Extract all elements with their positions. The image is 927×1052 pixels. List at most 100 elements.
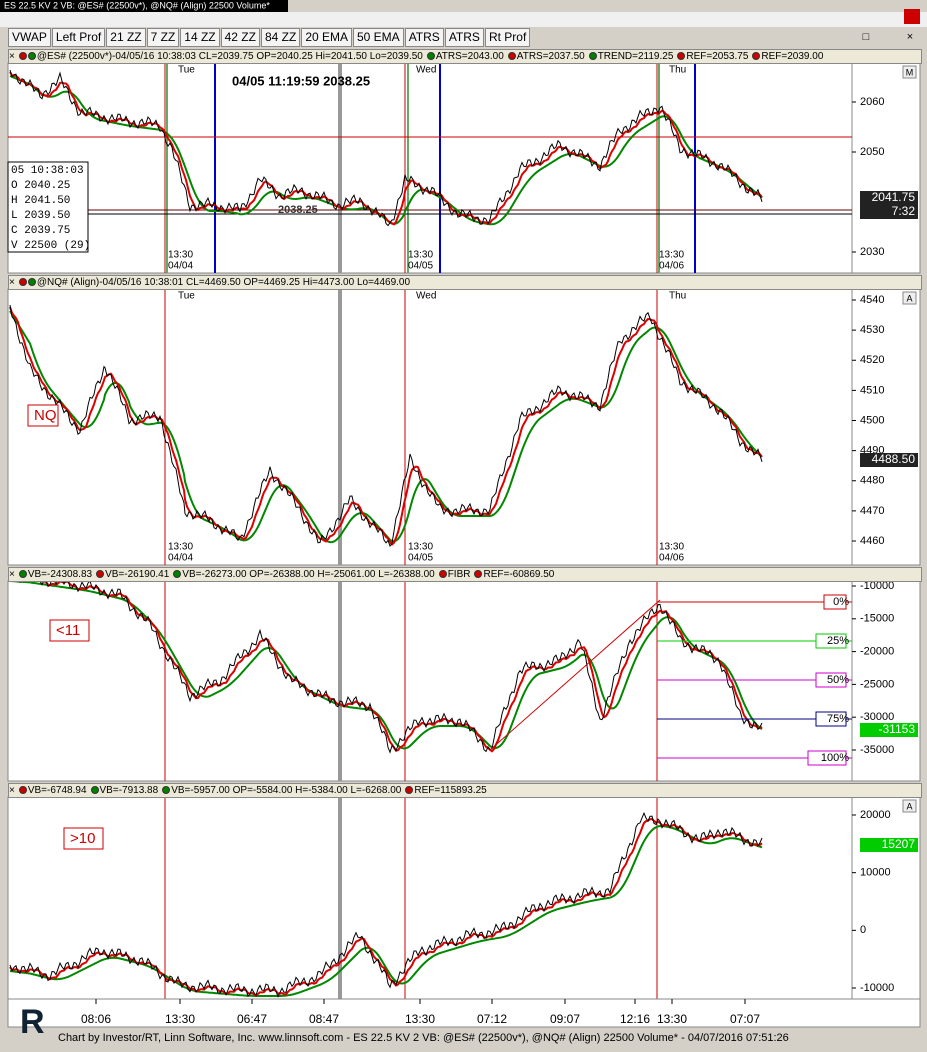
- toolbar-button[interactable]: 21 ZZ: [106, 28, 146, 47]
- y-tick-label: 4460: [860, 535, 884, 547]
- last-value: 4488.50: [872, 452, 916, 466]
- header-item: @NQ# (Align)-04/05/16 10:38:01 CL=4469.5…: [18, 277, 410, 288]
- legend-dot: [426, 52, 435, 60]
- price-bars: [9, 69, 763, 227]
- session-stamp: 04/04: [168, 261, 193, 272]
- toolbar-button[interactable]: Rt Prof: [484, 28, 531, 47]
- header-item: VB=-24308.83: [18, 569, 93, 580]
- last-value: 7:32: [892, 204, 916, 218]
- last-value-box: [860, 723, 918, 737]
- last-value: 15207: [882, 837, 916, 851]
- header-item: VB=-26273.00 OP=-26388.00 H=-25061.00 L=…: [173, 569, 435, 580]
- header-item: @ES# (22500v*)-04/05/16 10:38:03 CL=2039…: [18, 51, 423, 62]
- panel-header: × VB=-24308.83 VB=-26190.41 VB=-26273.00 OP…: [8, 567, 922, 582]
- inline-price: 2038.25: [278, 204, 318, 216]
- scale-button: [902, 799, 917, 813]
- window-title: ES 22.5 KV 2 VB: @ES# (22500v*), @NQ# (A…: [4, 0, 270, 10]
- header-text: REF=2039.00: [761, 51, 824, 62]
- legend-dot: [162, 786, 171, 794]
- data-box-line: O 2040.25: [11, 180, 70, 192]
- day-label: Wed: [416, 65, 436, 76]
- plot-area: [7, 580, 853, 782]
- legend-dot: [438, 570, 447, 578]
- panel-tag-box: [49, 619, 90, 642]
- panel-tag-box: [27, 404, 59, 427]
- toolbar-button[interactable]: 84 ZZ: [260, 28, 301, 47]
- x-tick-label: 09:07: [550, 1012, 580, 1026]
- panel-tag: <11: [56, 622, 80, 639]
- legend-dot: [474, 570, 483, 578]
- y-tick-label: 4520: [860, 354, 884, 366]
- data-box-line: C 2039.75: [11, 225, 70, 237]
- legend-dot: [27, 278, 36, 286]
- toolbar-button[interactable]: 50 EMA: [353, 28, 404, 47]
- session-stamp: 04/06: [659, 553, 684, 564]
- toolbar-button[interactable]: ATRS: [404, 28, 444, 47]
- fib-box: [815, 633, 847, 649]
- header-item: REF=115893.25: [405, 785, 487, 796]
- session-stamp: 13:30: [168, 250, 193, 261]
- day-label: Thu: [669, 65, 686, 76]
- last-value-box: [860, 205, 918, 219]
- data-box-line: L 2039.50: [11, 210, 70, 222]
- scale-button: [902, 291, 917, 305]
- plot-area: [7, 62, 853, 274]
- toolbar-button[interactable]: 14 ZZ: [180, 28, 220, 47]
- close-panel[interactable]: ×: [9, 277, 15, 288]
- data-box-line: V 22500 (29): [11, 240, 90, 252]
- legend-dot: [27, 52, 36, 60]
- price-axis: [851, 288, 921, 566]
- header-text: VB=-7913.88: [99, 785, 159, 796]
- legend-dot: [96, 570, 105, 578]
- toolbar-button[interactable]: VWAP: [8, 28, 51, 47]
- close-panel[interactable]: ×: [9, 51, 15, 62]
- y-tick-label: 0: [860, 924, 866, 936]
- session-stamp: 04/05: [408, 553, 433, 564]
- toolbar-button[interactable]: ATRS: [444, 28, 484, 47]
- y-tick-label: 4540: [860, 294, 884, 306]
- toolbar-button[interactable]: Left Prof: [51, 28, 106, 47]
- x-tick-label: 07:07: [730, 1012, 760, 1026]
- panel-header: × @NQ# (Align)-04/05/16 10:38:01 CL=4469.…: [8, 275, 922, 290]
- x-tick-label: 07:12: [477, 1012, 507, 1026]
- header-text: VB=-24308.83: [27, 569, 93, 580]
- header-text: REF=2053.75: [686, 51, 749, 62]
- header-text: ATRS=2043.00: [435, 51, 504, 62]
- session-stamp: 13:30: [408, 542, 433, 553]
- y-tick-label: 2060: [860, 96, 884, 108]
- header-item: FIBR: [438, 569, 471, 580]
- toolbar-button[interactable]: 20 EMA: [301, 28, 352, 47]
- price-axis: [851, 580, 921, 782]
- scale-letter: A: [906, 293, 912, 303]
- toolbar-button[interactable]: 7 ZZ: [146, 28, 180, 47]
- plot-area: [7, 796, 853, 1000]
- scale-letter: M: [906, 67, 914, 77]
- header-text: REF=115893.25: [414, 785, 487, 796]
- y-tick-label: 4470: [860, 505, 884, 517]
- panel-tag: >10: [70, 830, 95, 847]
- close-panel[interactable]: ×: [9, 569, 15, 580]
- legend-dot: [18, 278, 27, 286]
- session-stamp: 04/05: [408, 261, 433, 272]
- header-item: VB=-26190.41: [96, 569, 169, 580]
- y-tick-label: 4500: [860, 414, 884, 426]
- scale-letter: A: [906, 801, 912, 811]
- fib-label: 100%: [821, 752, 849, 764]
- cursor-readout: 04/05 11:19:59 2038.25: [232, 73, 370, 88]
- data-box-line: H 2041.50: [11, 195, 70, 207]
- footer: Chart by Investor/RT, Linn Software, Inc…: [58, 1032, 789, 1044]
- y-tick-label: -30000: [860, 711, 894, 723]
- panel-header: × VB=-6748.94 VB=-7913.88 VB=-5957.00 OP=-5…: [8, 783, 922, 798]
- fib-box: [815, 672, 847, 688]
- header-text: FIBR: [447, 569, 471, 580]
- header-text: VB=-26273.00 OP=-26388.00 H=-25061.00 L=…: [182, 569, 435, 580]
- fib-trend: [489, 599, 661, 751]
- price-axis: [851, 796, 921, 1000]
- y-tick-label: 20000: [860, 809, 891, 821]
- x-tick-label: 13:30: [657, 1012, 687, 1026]
- fib-label: 25%: [827, 635, 849, 647]
- close-panel[interactable]: ×: [9, 785, 15, 796]
- legend-dot: [18, 52, 27, 60]
- toolbar-button[interactable]: 42 ZZ: [220, 28, 260, 47]
